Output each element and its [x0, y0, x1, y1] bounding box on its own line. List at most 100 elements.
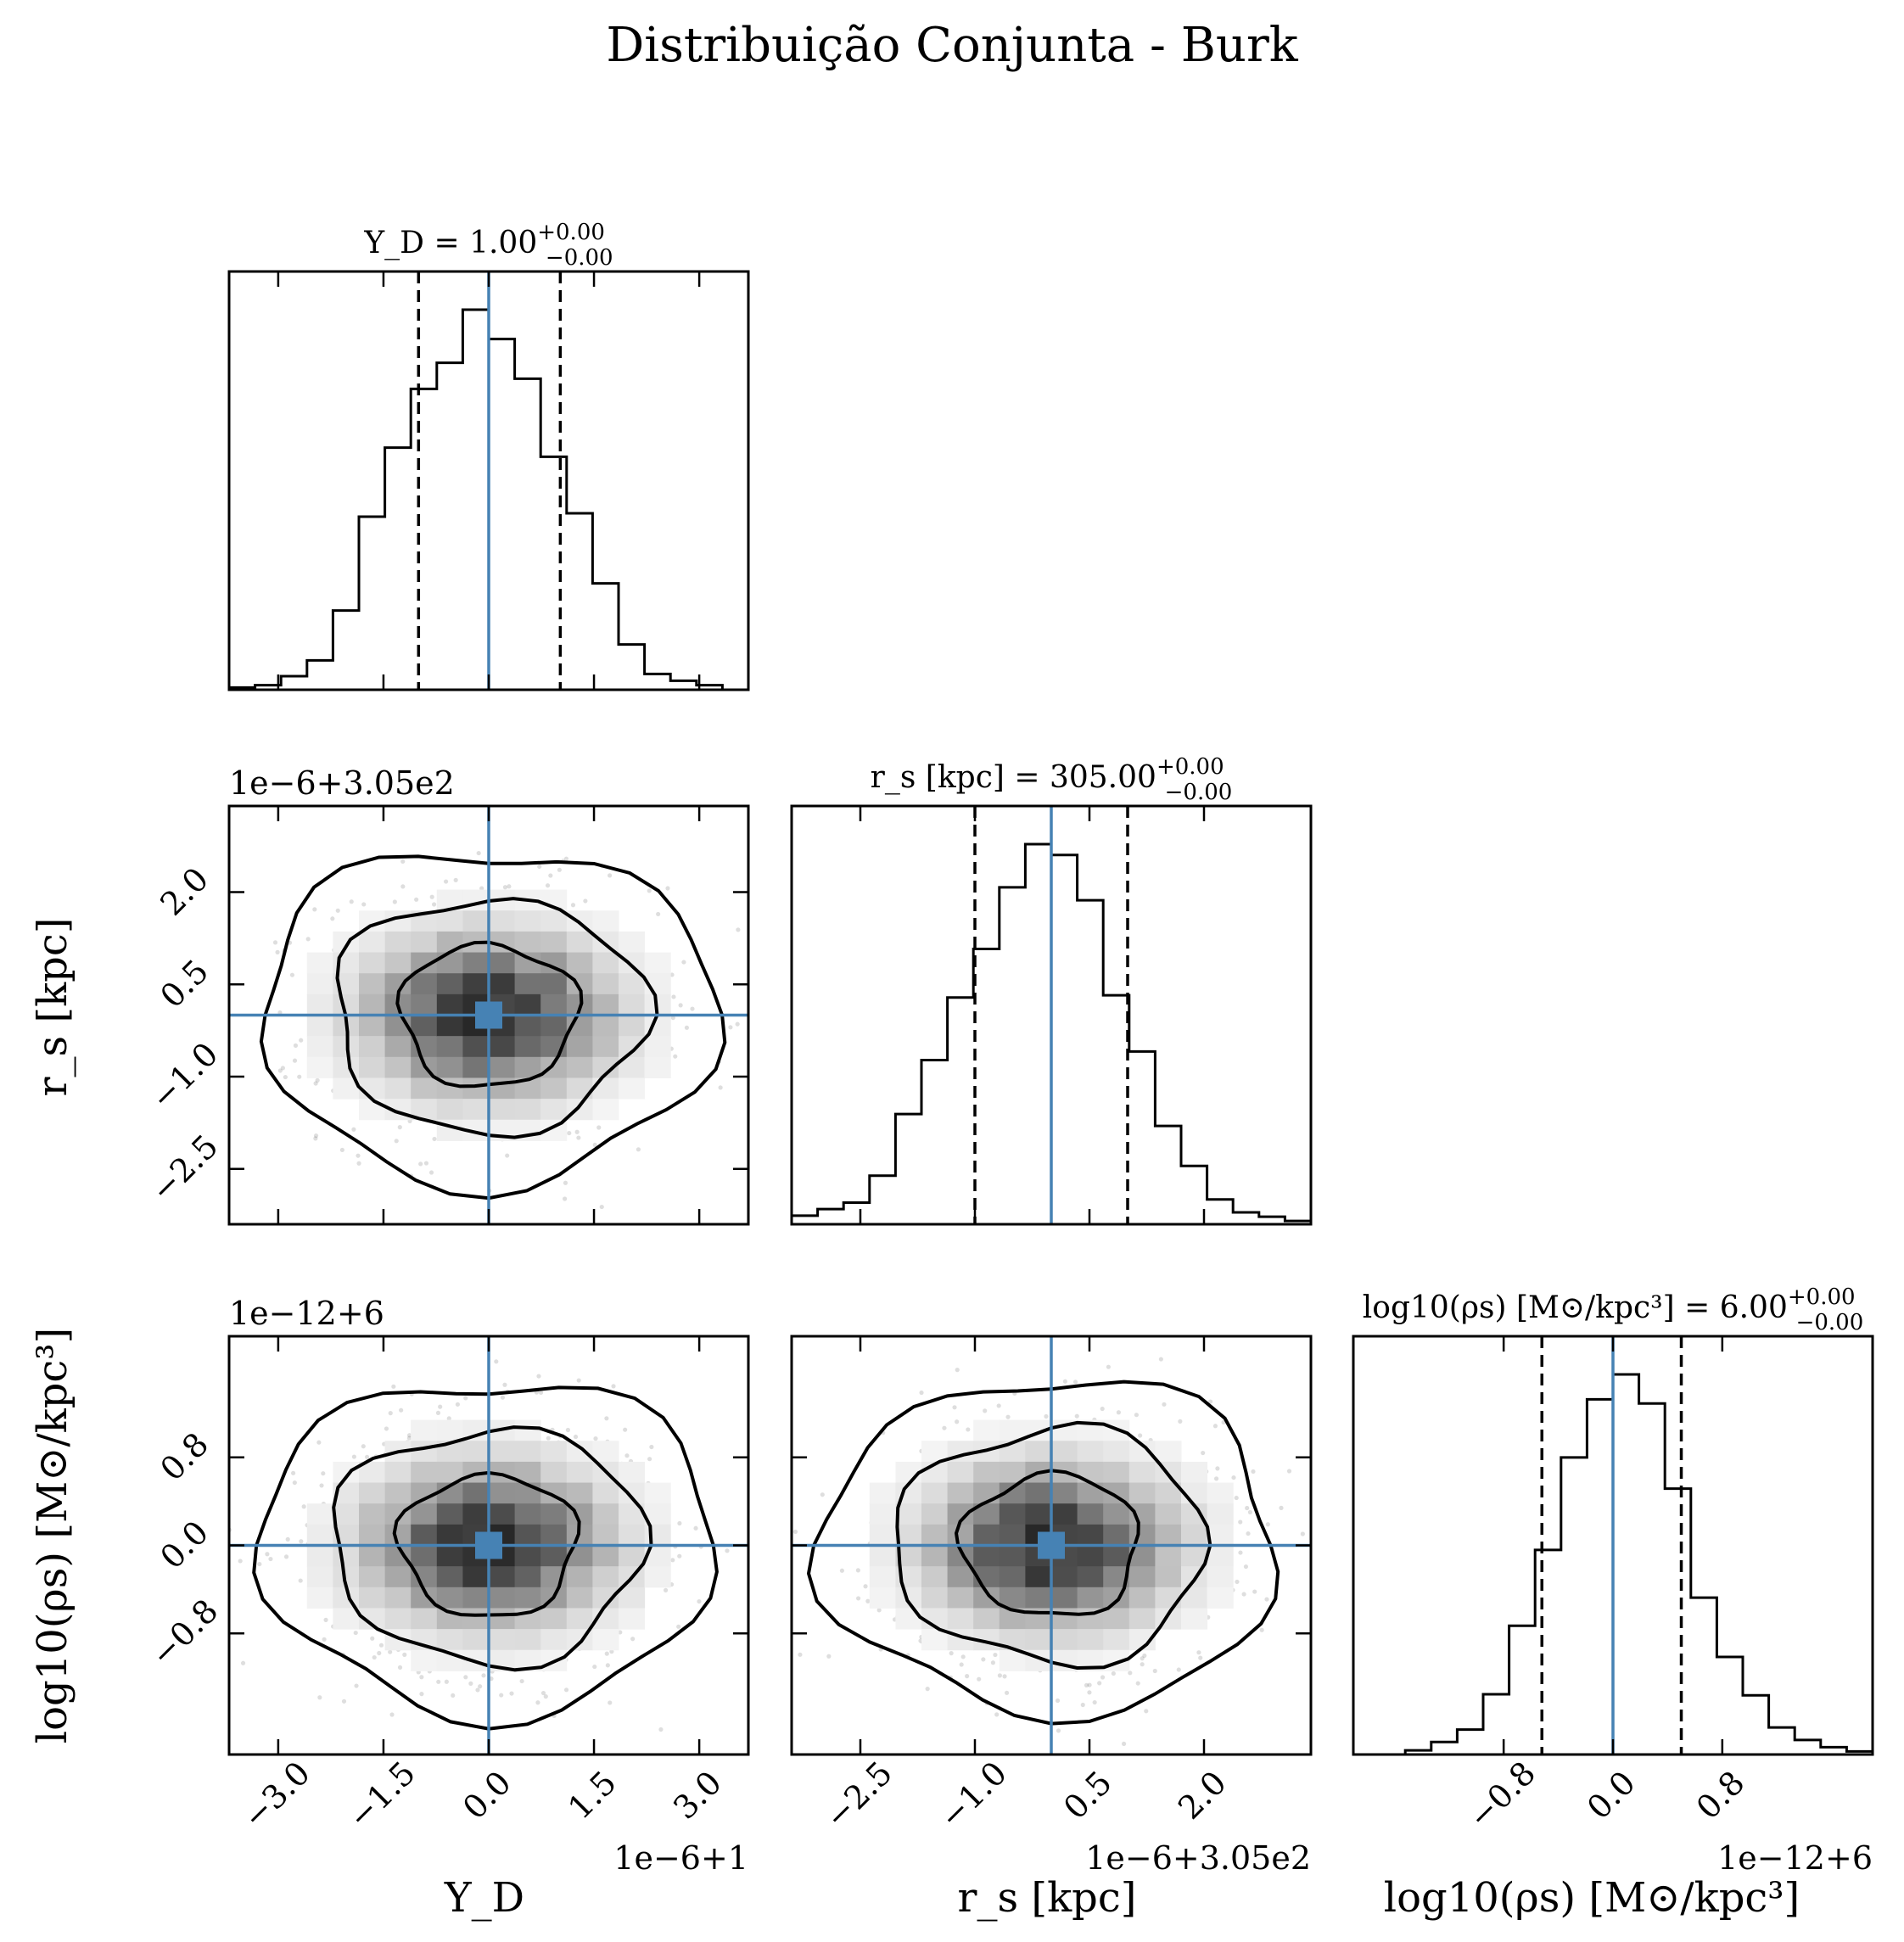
density-cell	[1103, 1503, 1130, 1525]
sample-point	[292, 1058, 298, 1063]
sample-point	[735, 1021, 740, 1027]
sample-point	[272, 940, 278, 945]
density-cell	[489, 1566, 516, 1588]
y-axis-label-rs: r_s [kpc]	[29, 918, 76, 1097]
density-cell	[1103, 1441, 1130, 1463]
density-cell	[1181, 1524, 1208, 1546]
density-cell	[921, 1629, 949, 1651]
sample-point	[993, 1652, 998, 1658]
y-tick-label: 0.0	[153, 1514, 216, 1576]
density-cell	[973, 1545, 1000, 1567]
density-cell	[947, 1461, 974, 1484]
density-cell	[566, 1441, 593, 1463]
density-cell	[566, 1461, 593, 1484]
sample-point	[502, 885, 508, 890]
sample-point	[399, 1408, 404, 1413]
density-cell	[921, 1587, 949, 1609]
y-tick-label: −1.0	[143, 1035, 225, 1117]
sample-point	[321, 1471, 326, 1476]
x-tick-label: 3.0	[666, 1764, 729, 1827]
sample-point	[565, 1427, 571, 1433]
sample-point	[299, 1539, 304, 1544]
density-cell	[514, 1036, 541, 1058]
x-axis-label-logrho: log10(ρs) [M⊙/kpc³]	[1384, 1874, 1800, 1922]
sample-point	[275, 949, 280, 954]
panel-content	[792, 1336, 1311, 1755]
x-tick-label: 0.0	[1580, 1764, 1643, 1827]
density-cell	[1128, 1482, 1156, 1504]
sample-point	[283, 1074, 288, 1080]
density-cell	[619, 1015, 646, 1037]
density-cell	[359, 1482, 386, 1504]
sample-point	[428, 1170, 434, 1175]
density-cell	[462, 1077, 490, 1100]
density-cell	[306, 1524, 333, 1546]
density-cell	[619, 952, 646, 974]
sample-point	[1092, 1699, 1097, 1705]
density-cell	[411, 1441, 438, 1463]
sample-point	[364, 1454, 370, 1459]
sample-point	[305, 937, 311, 942]
density-cell	[947, 1608, 974, 1630]
density-cell	[411, 973, 438, 995]
sample-point	[535, 1700, 540, 1705]
density-cell	[566, 1056, 593, 1078]
density-cell	[1077, 1629, 1104, 1651]
sample-point	[370, 1636, 375, 1641]
density-cell	[566, 1587, 593, 1609]
density-cell	[921, 1441, 949, 1463]
sample-point	[500, 1395, 506, 1400]
sample-point	[1158, 1357, 1163, 1362]
sample-point	[540, 1690, 546, 1696]
sample-point	[1135, 1681, 1140, 1686]
density-cell	[411, 1077, 438, 1100]
sample-point	[315, 1077, 320, 1083]
sample-point	[1198, 1655, 1203, 1660]
sample-point	[977, 1676, 982, 1682]
density-cell	[566, 1608, 593, 1630]
sample-point	[959, 1662, 964, 1667]
density-cell	[462, 1587, 490, 1609]
density-cell	[1155, 1545, 1182, 1567]
sample-point	[536, 1374, 541, 1379]
density-cell	[462, 1056, 490, 1078]
sample-point	[669, 972, 675, 977]
density-cell	[1207, 1524, 1234, 1546]
sample-point	[268, 1556, 273, 1562]
sample-point	[990, 1660, 996, 1665]
density-cell	[489, 1056, 516, 1078]
density-cell	[540, 931, 568, 954]
density-cell	[1128, 1524, 1156, 1546]
sample-point	[349, 899, 354, 904]
density-cell	[436, 1524, 463, 1546]
sample-point	[965, 1674, 970, 1679]
sample-point	[548, 873, 553, 878]
density-cell	[1155, 1503, 1182, 1525]
density-cell	[333, 1545, 360, 1567]
sample-point	[1056, 1728, 1061, 1733]
sample-point	[330, 916, 335, 921]
density-cell	[540, 973, 568, 995]
sample-point	[676, 1624, 681, 1629]
density-cell	[592, 1545, 619, 1567]
sample-point	[436, 1679, 441, 1684]
sample-point	[494, 1359, 499, 1364]
sample-point	[670, 1558, 675, 1563]
sample-point	[265, 1552, 270, 1557]
density-cell	[1077, 1503, 1104, 1525]
truth-marker	[475, 1531, 502, 1559]
sample-point	[608, 1700, 613, 1705]
sample-point	[438, 1404, 443, 1409]
sample-point	[323, 1617, 328, 1622]
sample-point	[609, 1649, 614, 1654]
panel-title: Y_D = 1.00+0.00 −0.00	[363, 220, 613, 271]
sample-point	[1074, 1413, 1079, 1419]
density-cell	[514, 1587, 541, 1609]
density-cell	[462, 1629, 490, 1651]
density-cell	[489, 1036, 516, 1058]
density-cell	[1103, 1629, 1130, 1651]
sample-point	[419, 1675, 424, 1680]
sample-point	[313, 1136, 318, 1141]
density-cell	[306, 952, 333, 974]
